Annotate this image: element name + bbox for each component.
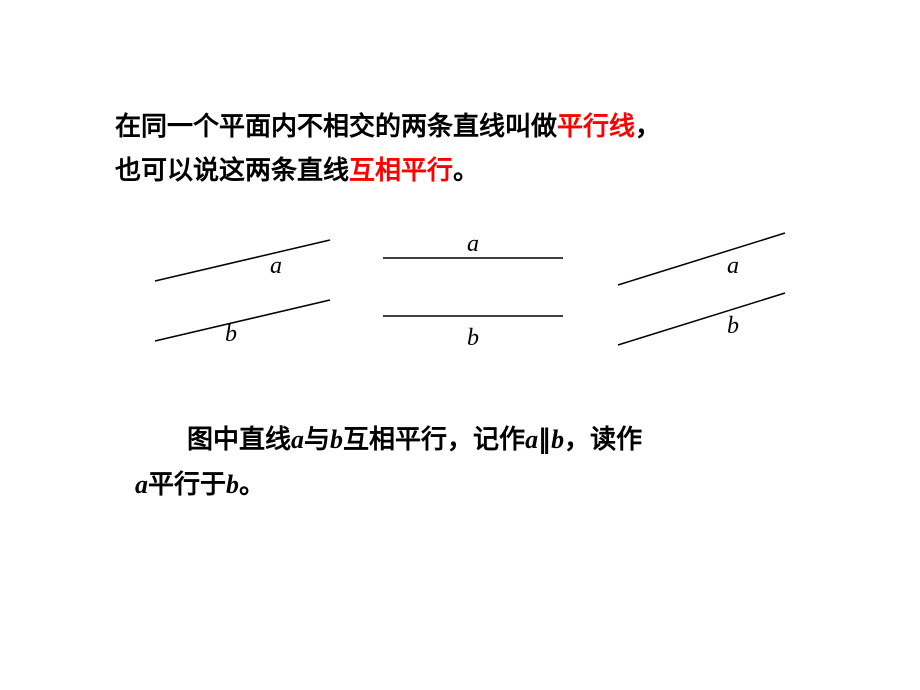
- definition-text: 在同一个平面内不相交的两条直线叫做平行线， 也可以说这两条直线互相平行。: [115, 105, 820, 193]
- parallel-lines-diagram: a b a b a b: [125, 223, 820, 393]
- diagram-label: a: [270, 253, 282, 279]
- cap-mid2: 互相平行，记作: [343, 425, 525, 454]
- def-line2-post: 。: [453, 156, 479, 185]
- cap-a1: a: [291, 425, 304, 454]
- diagram-line: [155, 300, 330, 341]
- caption-text: 图中直线a与b互相平行，记作a∥b，读作 a平行于b。: [115, 418, 820, 506]
- diagram-line: [618, 293, 785, 345]
- cap-a2: a: [525, 425, 538, 454]
- cap2-b: b: [226, 470, 239, 499]
- cap-post1: ，读作: [564, 425, 642, 454]
- cap-mid1: 与: [304, 425, 330, 454]
- diagram-label: a: [727, 253, 739, 279]
- def-line1-pre: 在同一个平面内不相交的两条直线叫做: [115, 112, 557, 141]
- diagram-label: b: [467, 325, 479, 351]
- def-line2-highlight: 互相平行: [349, 156, 453, 185]
- diagram-label: a: [467, 231, 479, 257]
- diagram-line: [155, 240, 330, 281]
- diagram-label: b: [225, 321, 237, 347]
- diagram-line: [618, 233, 785, 285]
- def-line1-highlight: 平行线: [557, 112, 635, 141]
- cap-pre: 图中直线: [187, 425, 291, 454]
- cap-b2: b: [551, 425, 564, 454]
- cap2-post: 。: [239, 470, 265, 499]
- def-line2-pre: 也可以说这两条直线: [115, 156, 349, 185]
- cap2-a: a: [135, 470, 148, 499]
- cap2-mid: 平行于: [148, 470, 226, 499]
- def-line1-post: ，: [635, 112, 661, 141]
- diagram-label: b: [727, 313, 739, 339]
- diagram-svg: a b a b a b: [125, 223, 805, 393]
- cap-parallel-symbol: ∥: [538, 425, 551, 454]
- cap-b1: b: [330, 425, 343, 454]
